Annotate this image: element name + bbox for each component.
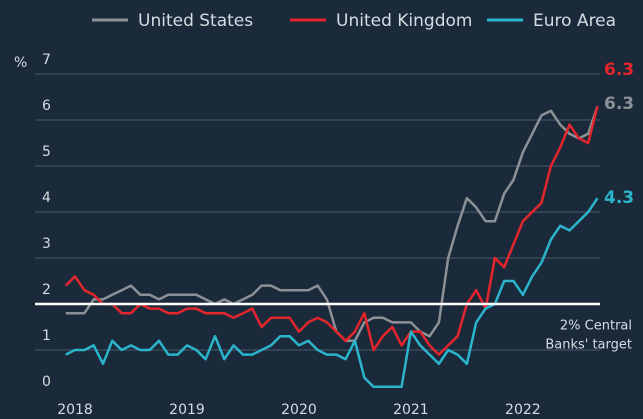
y-tick-label: 6 — [42, 98, 51, 114]
y-tick-label: 0 — [42, 374, 51, 390]
series-line — [64, 105, 599, 356]
end-label: 4.3 — [604, 188, 634, 208]
end-label: 6.3 — [604, 94, 634, 114]
annotation: 2% Central — [560, 319, 632, 334]
series-line — [65, 105, 599, 343]
end-label: 6.3 — [604, 60, 634, 80]
y-tick-label: 2 — [42, 282, 51, 298]
y-tick-label: 3 — [42, 236, 51, 252]
legend-label: Euro Area — [533, 11, 616, 31]
legend-label: United States — [138, 11, 253, 31]
annotation: Banks' target — [545, 338, 632, 353]
x-tick-label: 2021 — [393, 402, 429, 418]
x-tick-label: 2019 — [169, 402, 205, 418]
y-tick-label: 1 — [42, 328, 51, 344]
x-tick-label: 2020 — [281, 402, 317, 418]
y-tick-label: 4 — [42, 190, 51, 206]
y-tick-label: 5 — [42, 144, 51, 160]
series-line — [65, 197, 599, 389]
y-tick-label: 7 — [42, 52, 51, 68]
x-tick-label: 2018 — [57, 402, 93, 418]
y-axis-label: % — [14, 55, 27, 71]
legend-label: United Kingdom — [336, 11, 472, 31]
x-tick-label: 2022 — [505, 402, 541, 418]
